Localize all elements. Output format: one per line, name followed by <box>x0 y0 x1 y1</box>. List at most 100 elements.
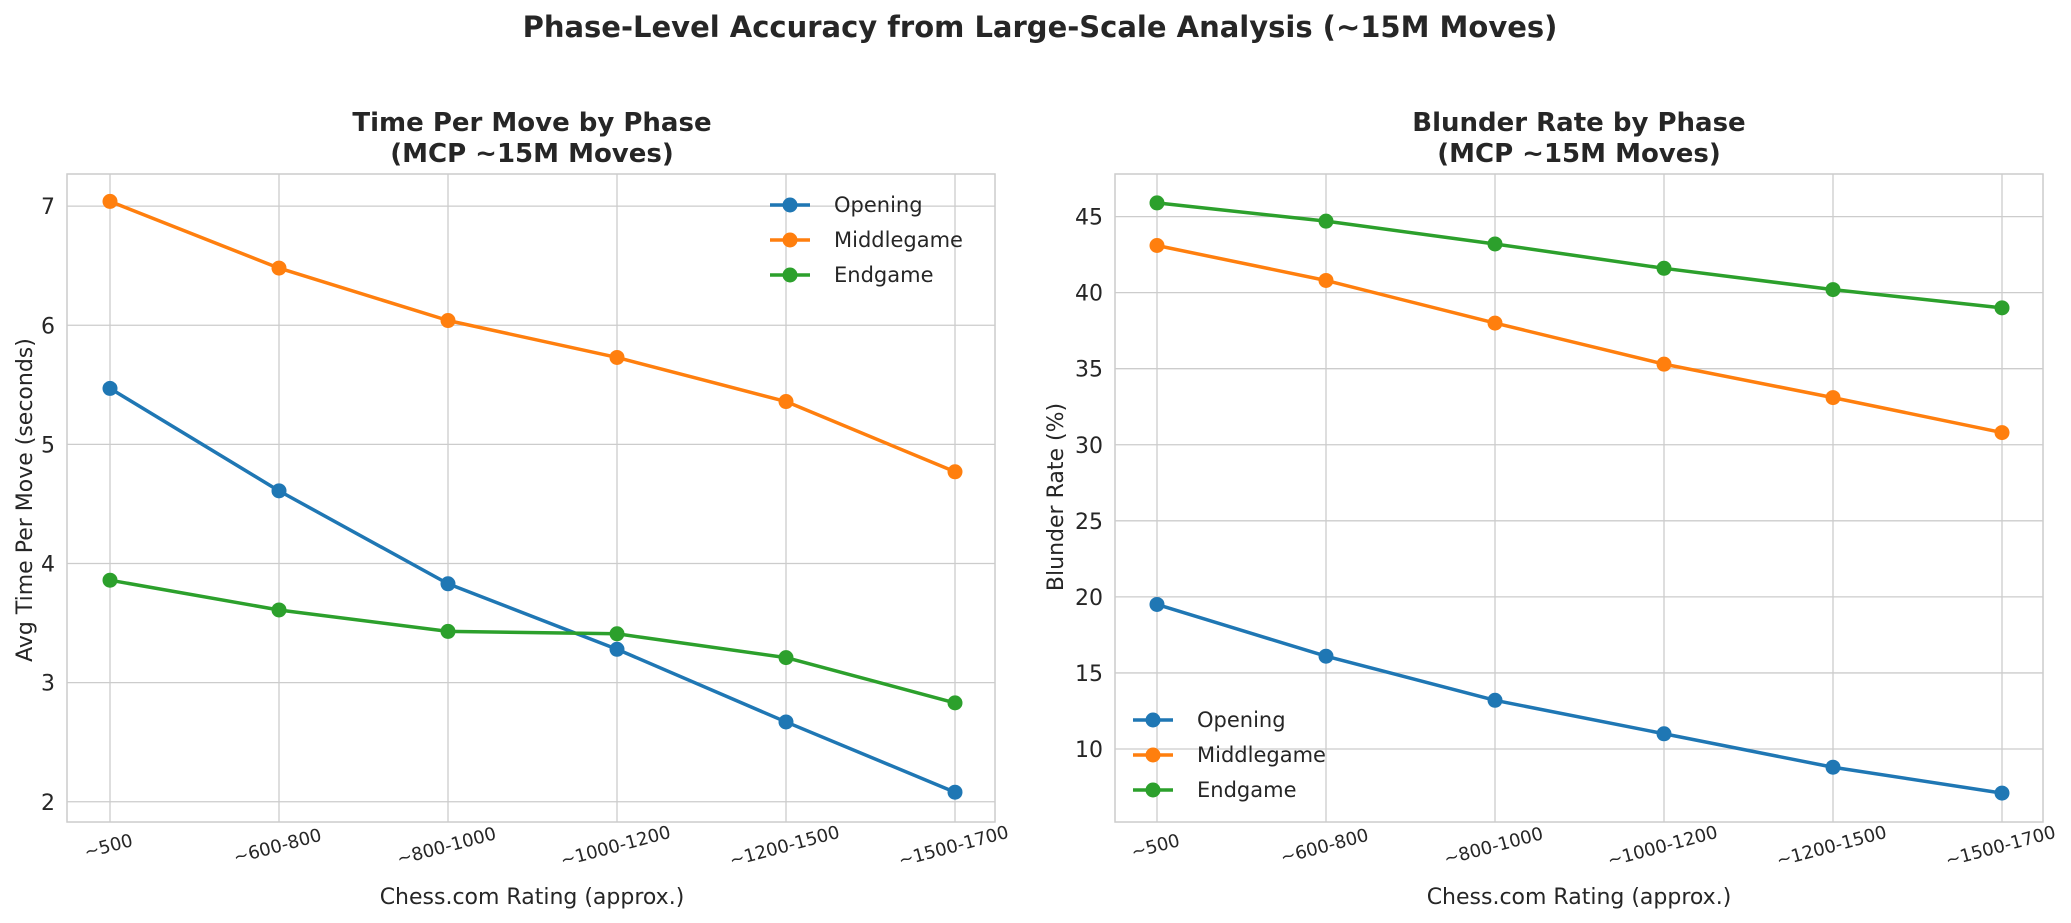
x-tick-label: ~1500-1700 <box>1943 822 2058 872</box>
y-tick-label: 25 <box>1075 510 1103 535</box>
legend-label: Endgame <box>834 263 933 287</box>
x-tick-label: ~1200-1500 <box>727 822 842 872</box>
data-point-middlegame <box>609 349 625 365</box>
x-tick-label: ~1000-1200 <box>1605 822 1720 872</box>
x-tick-label: ~500 <box>82 830 135 863</box>
x-axis-label: Chess.com Rating (approx.) <box>1427 885 1732 910</box>
y-tick-labels: 10 15 20 25 30 35 40 45 <box>1075 206 1103 763</box>
y-tick-label: 40 <box>1075 282 1103 307</box>
data-point-middlegame <box>440 313 456 329</box>
plot-frame-rect <box>1114 173 2044 823</box>
data-point-middlegame <box>1656 356 1672 372</box>
y-tick-label: 35 <box>1075 358 1103 383</box>
y-tick-label: 4 <box>41 553 55 578</box>
legend-marker <box>1145 782 1161 798</box>
data-point-endgame <box>1994 300 2010 316</box>
plot-frame <box>1114 173 2044 823</box>
panel-title-line-1: Time Per Move by Phase <box>352 108 711 138</box>
y-tick-label: 45 <box>1075 206 1103 231</box>
y-axis-label: Avg Time Per Move (seconds) <box>13 338 38 662</box>
data-point-endgame <box>271 602 287 618</box>
data-point-opening <box>102 380 118 396</box>
data-point-middlegame <box>271 260 287 276</box>
data-point-endgame <box>778 650 794 666</box>
data-point-opening <box>1318 648 1334 664</box>
data-point-opening <box>271 483 287 499</box>
plot-frame <box>66 173 996 823</box>
data-point-endgame <box>1318 213 1334 229</box>
x-tick-label: ~500 <box>1129 830 1182 863</box>
x-axis-label: Chess.com Rating (approx.) <box>380 885 685 910</box>
legend-label: Opening <box>834 193 923 217</box>
y-tick-label: 20 <box>1075 586 1103 611</box>
data-point-endgame <box>1487 236 1503 252</box>
data-point-opening <box>778 714 794 730</box>
legend-label: Endgame <box>1197 778 1296 802</box>
grid-lines <box>67 174 995 822</box>
data-point-endgame <box>1149 195 1165 211</box>
data-point-endgame <box>440 623 456 639</box>
data-point-opening <box>1825 759 1841 775</box>
series-lines <box>1149 195 2010 801</box>
legend-label: Middlegame <box>834 228 963 252</box>
figure-suptitle: Phase-Level Accuracy from Large-Scale An… <box>523 10 1558 44</box>
y-tick-label: 7 <box>41 195 55 220</box>
y-axis-label: Blunder Rate (%) <box>1044 403 1069 591</box>
legend-label: Middlegame <box>1197 743 1326 767</box>
y-tick-label: 3 <box>41 672 55 697</box>
series-line-endgame <box>108 578 957 705</box>
data-point-opening <box>947 784 963 800</box>
data-point-endgame <box>1656 260 1672 276</box>
data-point-endgame <box>102 572 118 588</box>
x-tick-label: ~800-1000 <box>395 823 499 870</box>
x-tick-label: ~600-800 <box>231 825 324 869</box>
data-point-middlegame <box>1825 390 1841 406</box>
x-tick-labels: ~500 ~600-800 ~800-1000 ~1000-1200 ~1200-150… <box>1129 822 2058 872</box>
data-point-opening <box>1656 726 1672 742</box>
data-point-middlegame <box>947 464 963 480</box>
x-tick-label: ~1200-1500 <box>1774 822 1889 872</box>
y-tick-labels: 2 3 4 5 6 7 <box>41 195 55 816</box>
data-point-opening <box>1149 596 1165 612</box>
plot-frame-rect <box>66 173 996 823</box>
series-lines <box>102 193 963 800</box>
data-point-opening <box>1487 692 1503 708</box>
series-line-opening <box>1155 602 2004 795</box>
series-line-endgame <box>1155 201 2004 310</box>
data-point-opening <box>1994 785 2010 801</box>
legend-label: Opening <box>1197 708 1286 732</box>
panel-blunder-rate: Blunder Rate by Phase (MCP ~15M Moves) 1… <box>1044 108 2058 910</box>
legend-marker <box>782 197 798 213</box>
series-line-middlegame <box>108 199 957 474</box>
x-tick-label: ~800-1000 <box>1442 823 1546 870</box>
data-point-middlegame <box>1149 237 1165 253</box>
data-point-middlegame <box>102 193 118 209</box>
x-tick-labels: ~500 ~600-800 ~800-1000 ~1000-1200 ~1200-150… <box>82 822 1011 872</box>
legend-marker <box>1145 712 1161 728</box>
data-point-endgame <box>609 626 625 642</box>
legend: Opening Middlegame Endgame <box>1133 708 1326 802</box>
panel-title-line-2: (MCP ~15M Moves) <box>1437 139 1721 169</box>
legend-marker <box>1145 747 1161 763</box>
legend-marker <box>782 267 798 283</box>
legend-marker <box>782 232 798 248</box>
panel-time-per-move: Time Per Move by Phase (MCP ~15M Moves) … <box>13 108 1011 910</box>
data-point-middlegame <box>1487 315 1503 331</box>
series-line-middlegame <box>1155 243 2004 435</box>
data-point-endgame <box>947 695 963 711</box>
panel-title-line-2: (MCP ~15M Moves) <box>390 139 674 169</box>
x-tick-label: ~1500-1700 <box>896 822 1011 872</box>
y-tick-label: 5 <box>41 433 55 458</box>
data-point-middlegame <box>778 394 794 410</box>
y-tick-label: 6 <box>41 314 55 339</box>
data-point-opening <box>440 576 456 592</box>
y-tick-label: 30 <box>1075 434 1103 459</box>
y-tick-label: 10 <box>1075 738 1103 763</box>
y-tick-label: 15 <box>1075 662 1103 687</box>
series-line-opening <box>108 386 957 794</box>
data-point-endgame <box>1825 282 1841 298</box>
data-point-opening <box>609 641 625 657</box>
x-tick-label: ~1000-1200 <box>558 822 673 872</box>
x-tick-label: ~600-800 <box>1278 825 1371 869</box>
